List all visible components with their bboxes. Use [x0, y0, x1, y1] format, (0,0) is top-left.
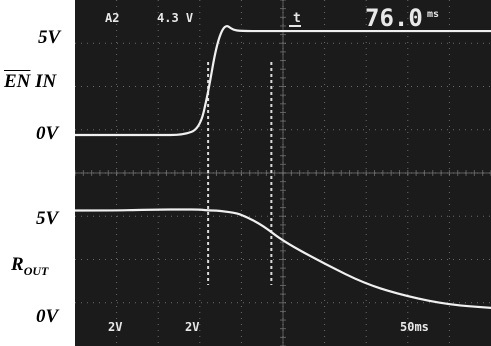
en-in-suffix-text: IN [30, 71, 57, 92]
en-overbar-text: EN [4, 71, 31, 92]
traces [75, 25, 491, 309]
channel-readout: A2 [105, 11, 119, 25]
rout-signal-label: ROUT [11, 254, 49, 278]
cursor-time-readout: 76.0 [365, 4, 423, 32]
en-in-trace [75, 25, 491, 137]
trigger-icon: t [293, 11, 301, 26]
oscilloscope-screen: A2 4.3 V t 76.0 ms 2V 2V 50ms [75, 0, 491, 346]
time-div-readout: 50ms [400, 320, 429, 334]
rout-5v-label: 5V [36, 208, 59, 229]
en-in-signal-label: EN IN [4, 72, 56, 91]
rout-main-text: R [11, 254, 24, 275]
en-in-0v-label: 0V [36, 123, 59, 144]
rout-trace [75, 208, 491, 309]
ch2-volts-div-readout: 2V [185, 320, 199, 334]
rout-0v-label: 0V [36, 306, 59, 327]
graticule [75, 0, 491, 346]
trigger-level-readout: 4.3 V [157, 11, 193, 25]
cursor-markers [207, 62, 273, 285]
ch1-volts-div-readout: 2V [108, 320, 122, 334]
oscilloscope-plot: A2 4.3 V t 76.0 ms 2V 2V 50ms [75, 0, 491, 346]
rout-subscript-text: OUT [23, 264, 49, 278]
cursor-time-unit: ms [427, 9, 439, 20]
en-in-5v-label: 5V [38, 27, 61, 48]
